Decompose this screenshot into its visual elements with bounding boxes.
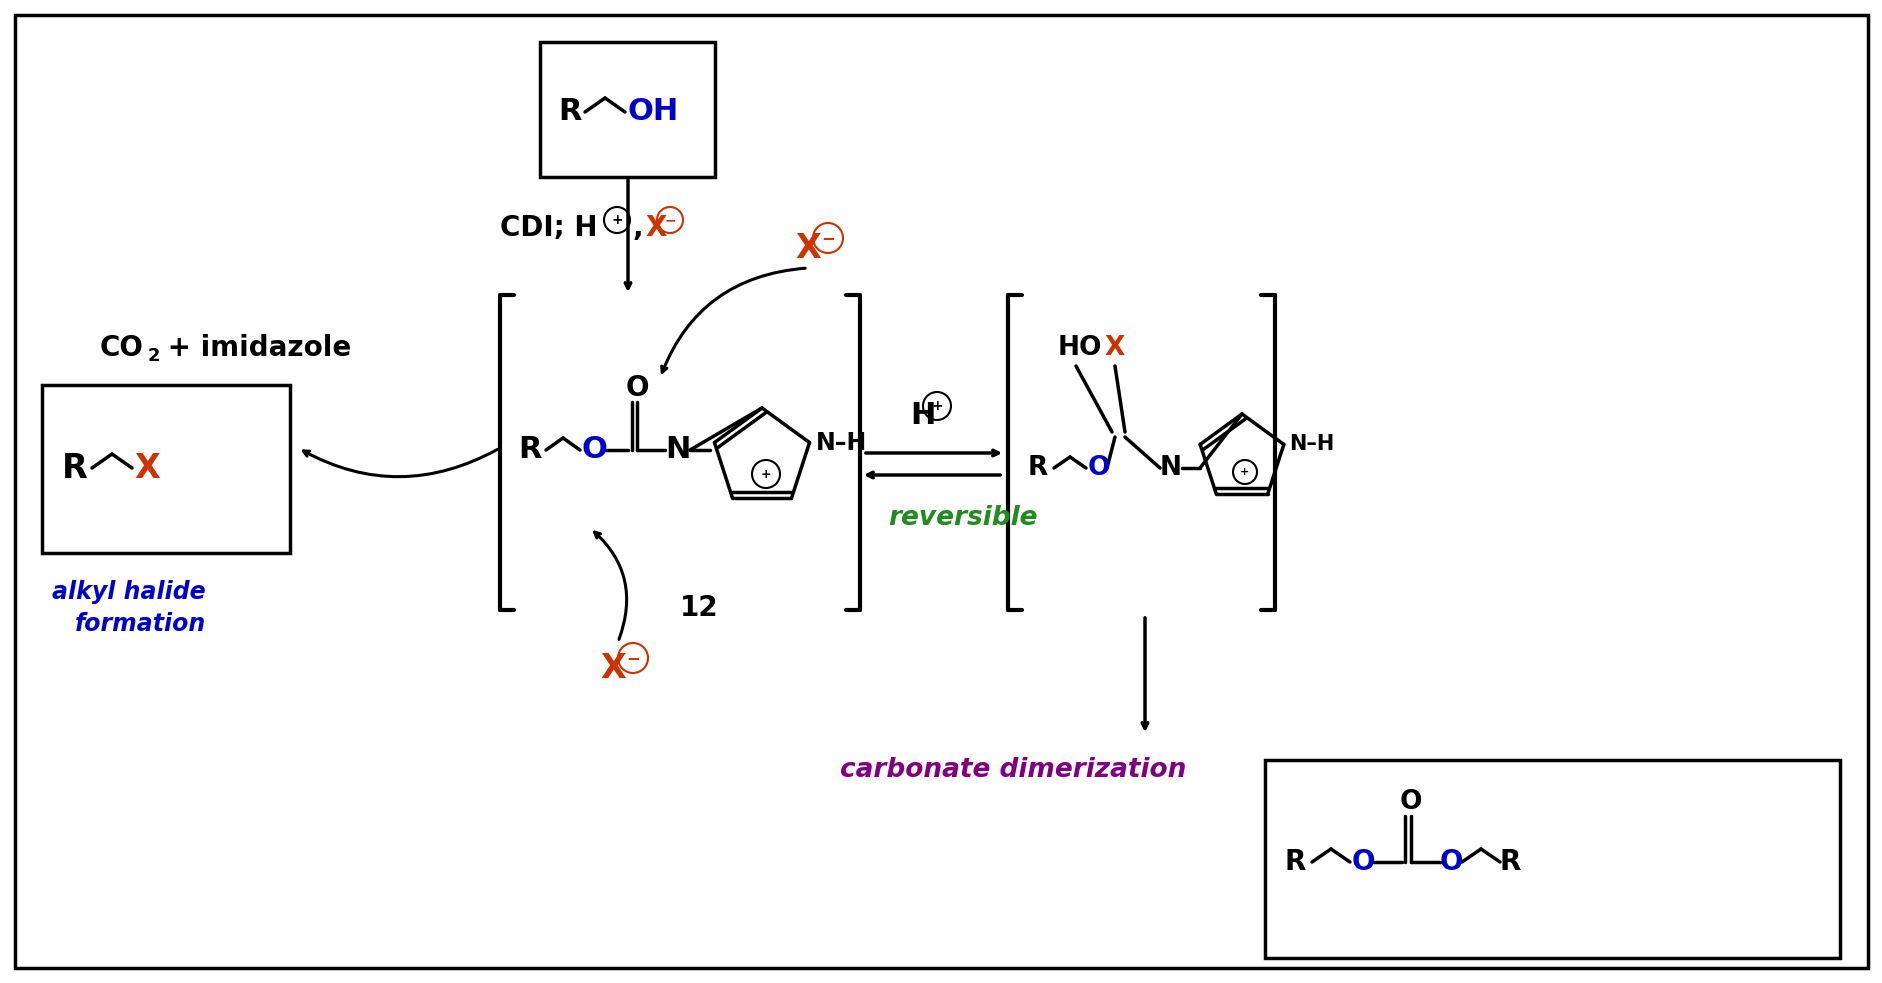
- Text: +: +: [612, 213, 623, 227]
- Text: O: O: [1351, 848, 1374, 876]
- Text: + imidazole: + imidazole: [158, 334, 352, 362]
- Text: X: X: [1105, 335, 1125, 361]
- Bar: [41, 385, 290, 553]
- Text: OH: OH: [629, 97, 679, 127]
- Text: O: O: [582, 435, 608, 465]
- Text: X: X: [794, 232, 821, 264]
- Text: R: R: [1284, 848, 1306, 876]
- Text: +: +: [760, 468, 772, 481]
- Text: R: R: [518, 435, 542, 465]
- Text: R: R: [557, 97, 582, 127]
- Text: reversible: reversible: [888, 505, 1037, 531]
- Text: O: O: [1440, 848, 1462, 876]
- Text: 12: 12: [679, 594, 719, 622]
- Text: R: R: [1028, 455, 1048, 481]
- Text: formation: formation: [75, 612, 207, 636]
- Text: CDI; H: CDI; H: [501, 214, 597, 242]
- Text: −: −: [664, 213, 676, 227]
- Text: CO: CO: [100, 334, 143, 362]
- Bar: [1265, 760, 1839, 958]
- Text: O: O: [625, 374, 649, 402]
- Text: N–H: N–H: [1287, 434, 1332, 454]
- Text: X: X: [134, 451, 160, 485]
- Text: N: N: [664, 435, 691, 465]
- Text: O: O: [1398, 789, 1421, 815]
- Text: +: +: [932, 399, 943, 413]
- Bar: [540, 42, 715, 177]
- Text: R: R: [62, 451, 88, 485]
- Text: carbonate dimerization: carbonate dimerization: [839, 757, 1186, 783]
- Text: −: −: [821, 229, 834, 247]
- Text: ,: ,: [632, 214, 642, 242]
- Text: O: O: [1088, 455, 1110, 481]
- Text: N–H: N–H: [815, 431, 866, 454]
- Text: HO: HO: [1058, 335, 1103, 361]
- Text: N: N: [1159, 455, 1182, 481]
- Text: H: H: [909, 400, 935, 430]
- Text: X: X: [600, 652, 625, 684]
- Text: +: +: [1240, 467, 1250, 477]
- Text: R: R: [1500, 848, 1521, 876]
- Text: 2: 2: [149, 347, 160, 365]
- Text: X: X: [646, 214, 666, 242]
- Text: −: −: [625, 649, 640, 667]
- Text: alkyl halide: alkyl halide: [53, 580, 205, 604]
